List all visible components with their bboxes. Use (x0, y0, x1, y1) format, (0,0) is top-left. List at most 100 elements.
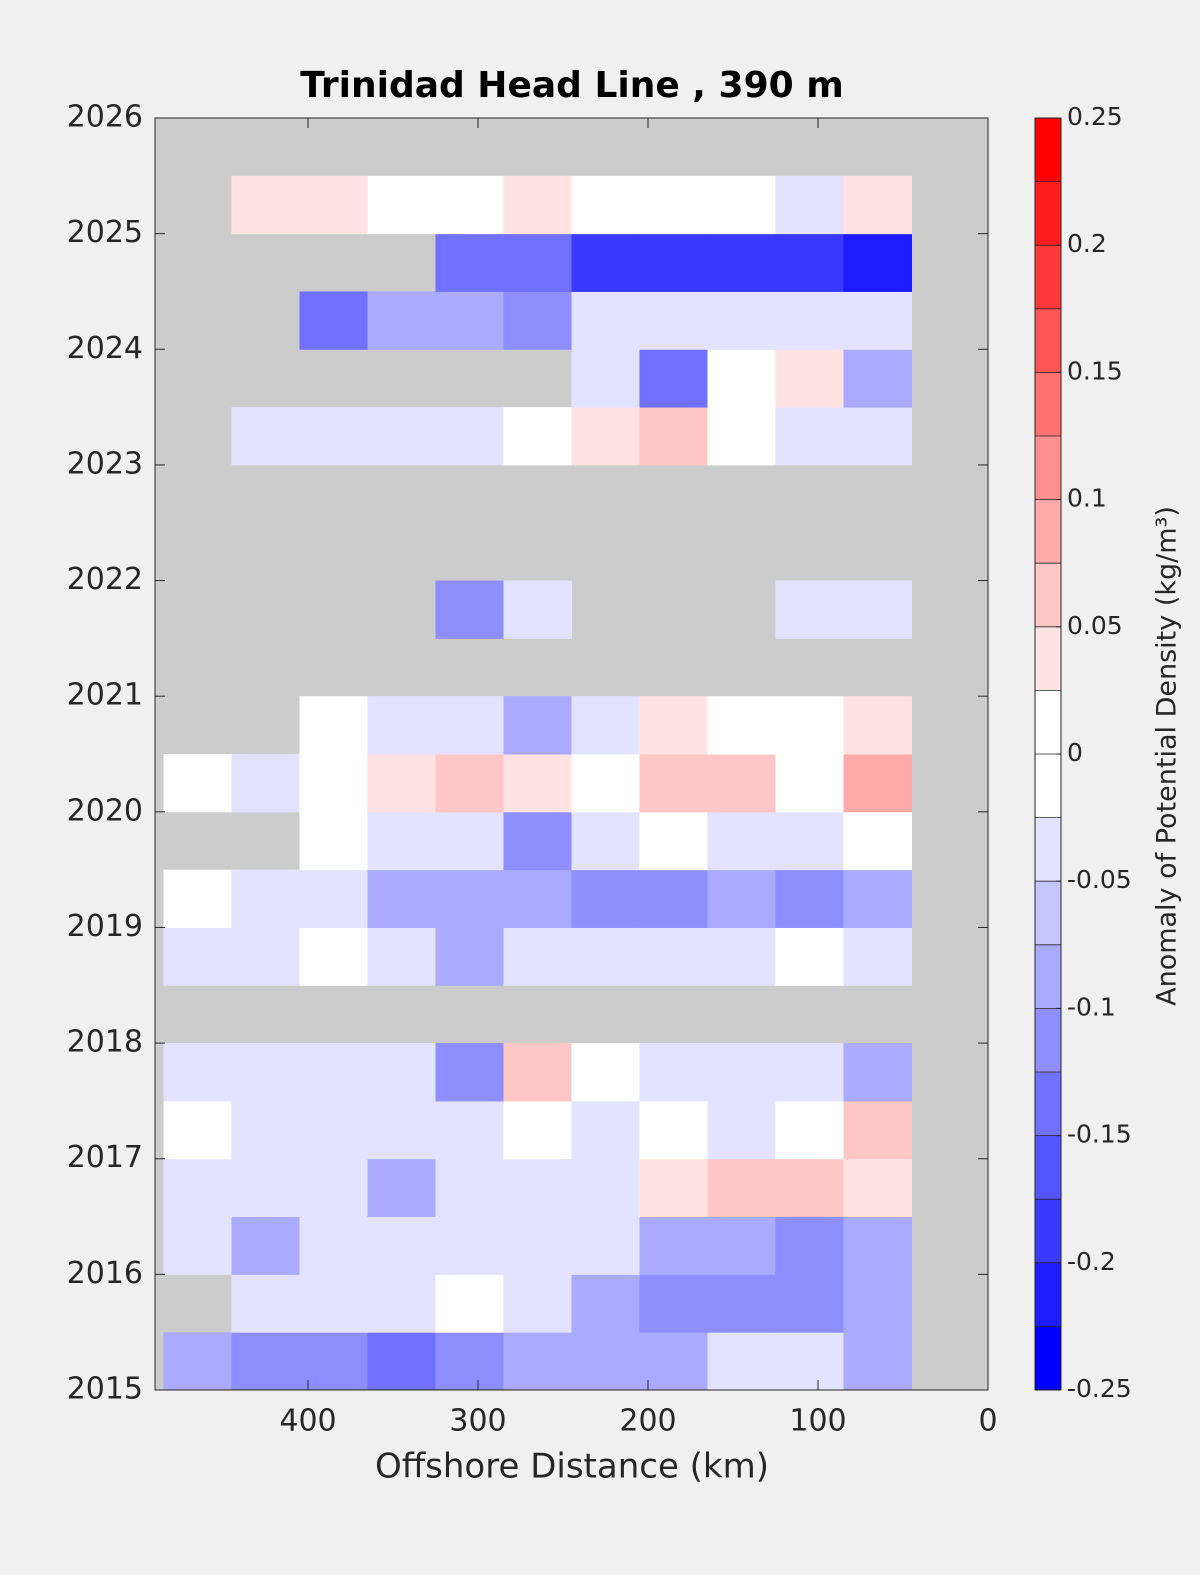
x-tick-label: 0 (978, 1404, 997, 1439)
contour-cell (231, 927, 300, 986)
contour-cell (367, 1158, 436, 1218)
contour-cell (843, 1158, 912, 1218)
x-tick-label: 100 (789, 1404, 846, 1439)
colorbar-band (1035, 372, 1061, 437)
colorbar-tick-label: -0.2 (1067, 1247, 1116, 1276)
contour-cell (503, 1158, 572, 1218)
contour-cell (775, 407, 844, 466)
contour-cell (503, 1332, 572, 1391)
contour-cell (639, 291, 708, 350)
contour-cell (639, 349, 708, 408)
contour-cell (843, 869, 912, 928)
contour-cell (571, 696, 640, 755)
contour-cell (639, 696, 708, 755)
colorbar-band (1035, 308, 1061, 373)
contour-cell (707, 175, 776, 235)
contour-cell (163, 1100, 232, 1160)
colorbar-band (1035, 1135, 1061, 1200)
contour-cell (367, 407, 436, 466)
contour-cell (231, 754, 300, 813)
contour-cell (503, 754, 572, 813)
contour-cell (367, 754, 436, 813)
colorbar-band (1035, 626, 1061, 691)
contour-cell (571, 291, 640, 350)
y-tick-label: 2025 (67, 215, 143, 250)
colorbar-tick-label: -0.05 (1067, 865, 1132, 894)
contour-cell (639, 175, 708, 235)
contour-cell (299, 1216, 368, 1275)
contour-cell (639, 1100, 708, 1160)
contour-cell (639, 1043, 708, 1102)
colorbar-tick-label: 0 (1067, 738, 1083, 767)
contour-cell (571, 233, 640, 292)
colorbar-band (1035, 881, 1061, 946)
plot-frame (154, 117, 989, 1391)
chart-title: Trinidad Head Line , 390 m (300, 65, 843, 106)
contour-cell (231, 1216, 300, 1275)
contour-cell (435, 1158, 504, 1218)
colorbar-tick-label: 0.15 (1067, 356, 1123, 385)
contour-cell (503, 233, 572, 292)
contour-cell (503, 1216, 572, 1275)
y-tick-label: 2017 (67, 1140, 143, 1175)
contour-cell (843, 1043, 912, 1102)
contour-cell (775, 1043, 844, 1102)
contour-cell (571, 1274, 640, 1333)
colorbar-tick-label: 0.2 (1067, 229, 1107, 258)
contour-cell (367, 869, 436, 928)
contour-cell (639, 1216, 708, 1275)
contour-cell (843, 1274, 912, 1333)
contour-cell (435, 754, 504, 813)
contour-cell (571, 927, 640, 986)
y-tick-label: 2022 (67, 562, 143, 597)
contour-cell (435, 1274, 504, 1333)
contour-cell (231, 175, 300, 235)
contour-cell (843, 754, 912, 813)
contour-cell (435, 1332, 504, 1391)
contour-cell (231, 1274, 300, 1333)
contour-cell (367, 811, 436, 871)
contour-cell (843, 407, 912, 466)
contour-cell (503, 1043, 572, 1102)
colorbar-tick-label: -0.25 (1067, 1374, 1132, 1403)
contour-cell (299, 175, 368, 235)
contour-cell (707, 349, 776, 408)
y-tick-label: 2015 (67, 1372, 143, 1407)
contour-cell (843, 580, 912, 639)
contour-cell (435, 811, 504, 871)
contour-cell (775, 349, 844, 408)
contour-cell (503, 869, 572, 928)
contour-cell (843, 1332, 912, 1391)
contour-cell (775, 811, 844, 871)
colorbar-band (1035, 118, 1061, 182)
contour-cell (367, 927, 436, 986)
y-tick-label: 2020 (67, 793, 143, 828)
contour-cell (571, 1100, 640, 1160)
contour-cell (707, 233, 776, 292)
contour-cell (367, 1274, 436, 1333)
colorbar-band (1035, 1008, 1061, 1073)
colorbar-band (1035, 817, 1061, 882)
y-tick-label: 2021 (67, 678, 143, 713)
contour-cell (435, 927, 504, 986)
contour-cell (571, 1158, 640, 1218)
contour-cell (299, 754, 368, 813)
y-tick-label: 2024 (67, 331, 143, 366)
contour-cell (775, 580, 844, 639)
x-tick-label: 400 (279, 1404, 336, 1439)
contour-cell (775, 869, 844, 928)
contour-cell (435, 696, 504, 755)
y-tick-label: 2023 (67, 446, 143, 481)
contour-cell (843, 811, 912, 871)
colorbar-band (1035, 245, 1061, 310)
colorbar-tick-label: 0.1 (1067, 484, 1107, 513)
contour-cell (775, 1100, 844, 1160)
contour-cell (503, 175, 572, 235)
contour-cell (775, 696, 844, 755)
x-tick-label: 200 (619, 1404, 676, 1439)
colorbar-band (1035, 690, 1061, 755)
contour-cell (639, 811, 708, 871)
contour-cell (707, 696, 776, 755)
